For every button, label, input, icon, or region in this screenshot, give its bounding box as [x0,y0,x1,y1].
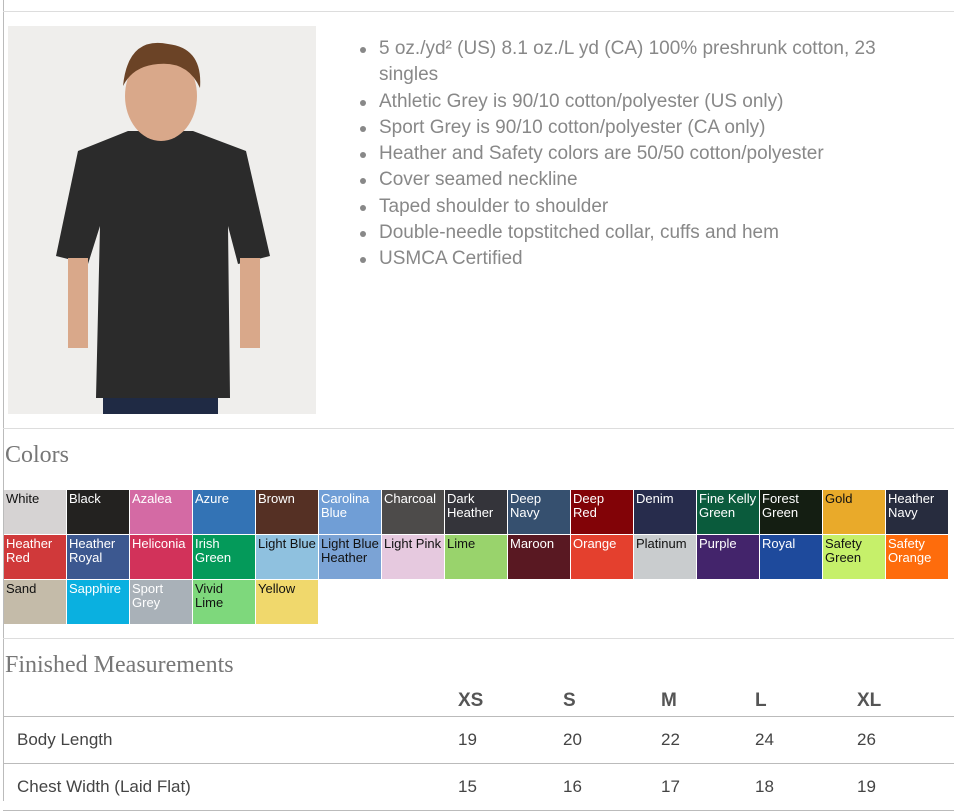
cell: 19 [458,716,563,764]
feature-item: Heather and Safety colors are 50/50 cott… [358,141,918,167]
color-swatch[interactable]: Fine Kelly Green [697,490,759,534]
feature-item: Sport Grey is 90/10 cotton/polyester (CA… [358,115,918,141]
cell: 16 [563,763,661,811]
color-swatch[interactable]: Maroon [508,535,570,579]
cell: 15 [458,763,563,811]
divider [3,428,954,429]
size-header: S [563,686,661,717]
color-swatch[interactable]: Orange [571,535,633,579]
cell: 18 [755,763,857,811]
color-swatch[interactable]: Safety Green [823,535,885,579]
color-swatch[interactable]: Charcoal [382,490,444,534]
table-row: Body Length 19 20 22 24 26 [3,716,954,764]
measurements-table: XS S M L XL Body Length 19 20 22 24 26 C… [3,686,954,811]
color-swatch[interactable]: Forest Green [760,490,822,534]
color-swatch[interactable]: Sapphire [67,580,129,624]
feature-list: 5 oz./yd² (US) 8.1 oz./L yd (CA) 100% pr… [358,36,918,273]
color-swatch[interactable]: Royal [760,535,822,579]
table-row: Chest Width (Laid Flat) 15 16 17 18 19 [3,763,954,811]
size-header: M [661,686,755,717]
colors-heading: Colors [5,442,70,468]
color-swatch[interactable]: Azalea [130,490,192,534]
feature-item: Cover seamed neckline [358,167,918,193]
product-photo [8,26,316,414]
color-swatch[interactable]: Dark Heather [445,490,507,534]
feature-item: 5 oz./yd² (US) 8.1 oz./L yd (CA) 100% pr… [358,36,918,89]
color-swatch[interactable]: Gold [823,490,885,534]
cell: 26 [857,716,954,764]
cell: 24 [755,716,857,764]
color-swatch[interactable]: White [4,490,66,534]
color-swatch[interactable]: Denim [634,490,696,534]
color-swatch[interactable]: Black [67,490,129,534]
cell: 19 [857,763,954,811]
feature-item: Athletic Grey is 90/10 cotton/polyester … [358,89,918,115]
table-header-row: XS S M L XL [3,686,954,717]
color-swatches: White Black Azalea Azure Brown Carolina Blue C… [4,490,949,624]
measurements-heading: Finished Measurements [5,652,234,678]
color-swatch[interactable]: Irish Green [193,535,255,579]
size-header: XL [857,686,954,717]
color-swatch[interactable]: Yellow [256,580,318,624]
color-swatch[interactable]: Deep Red [571,490,633,534]
color-swatch[interactable]: Heather Red [4,535,66,579]
color-swatch[interactable]: Light Pink [382,535,444,579]
color-swatch[interactable]: Brown [256,490,318,534]
cell: 17 [661,763,755,811]
row-label: Body Length [3,716,458,764]
color-swatch[interactable]: Azure [193,490,255,534]
color-swatch[interactable]: Sand [4,580,66,624]
cell: 20 [563,716,661,764]
row-label: Chest Width (Laid Flat) [3,763,458,811]
color-swatch[interactable]: Sport Grey [130,580,192,624]
color-swatch[interactable]: Vivid Lime [193,580,255,624]
feature-item: Taped shoulder to shoulder [358,194,918,220]
feature-item: USMCA Certified [358,246,918,272]
divider [3,11,954,12]
color-swatch[interactable]: Light Blue Heather [319,535,381,579]
left-border [3,0,4,801]
color-swatch[interactable]: Carolina Blue [319,490,381,534]
color-swatch[interactable]: Light Blue [256,535,318,579]
size-header: XS [458,686,563,717]
color-swatch[interactable]: Platinum [634,535,696,579]
color-swatch[interactable]: Safety Orange [886,535,948,579]
divider [3,638,954,639]
color-swatch[interactable]: Heliconia [130,535,192,579]
color-swatch[interactable]: Lime [445,535,507,579]
size-header: L [755,686,857,717]
color-swatch[interactable]: Heather Navy [886,490,948,534]
cell: 22 [661,716,755,764]
color-swatch[interactable]: Deep Navy [508,490,570,534]
color-swatch[interactable]: Heather Royal [67,535,129,579]
feature-item: Double-needle topstitched collar, cuffs … [358,220,918,246]
color-swatch[interactable]: Purple [697,535,759,579]
